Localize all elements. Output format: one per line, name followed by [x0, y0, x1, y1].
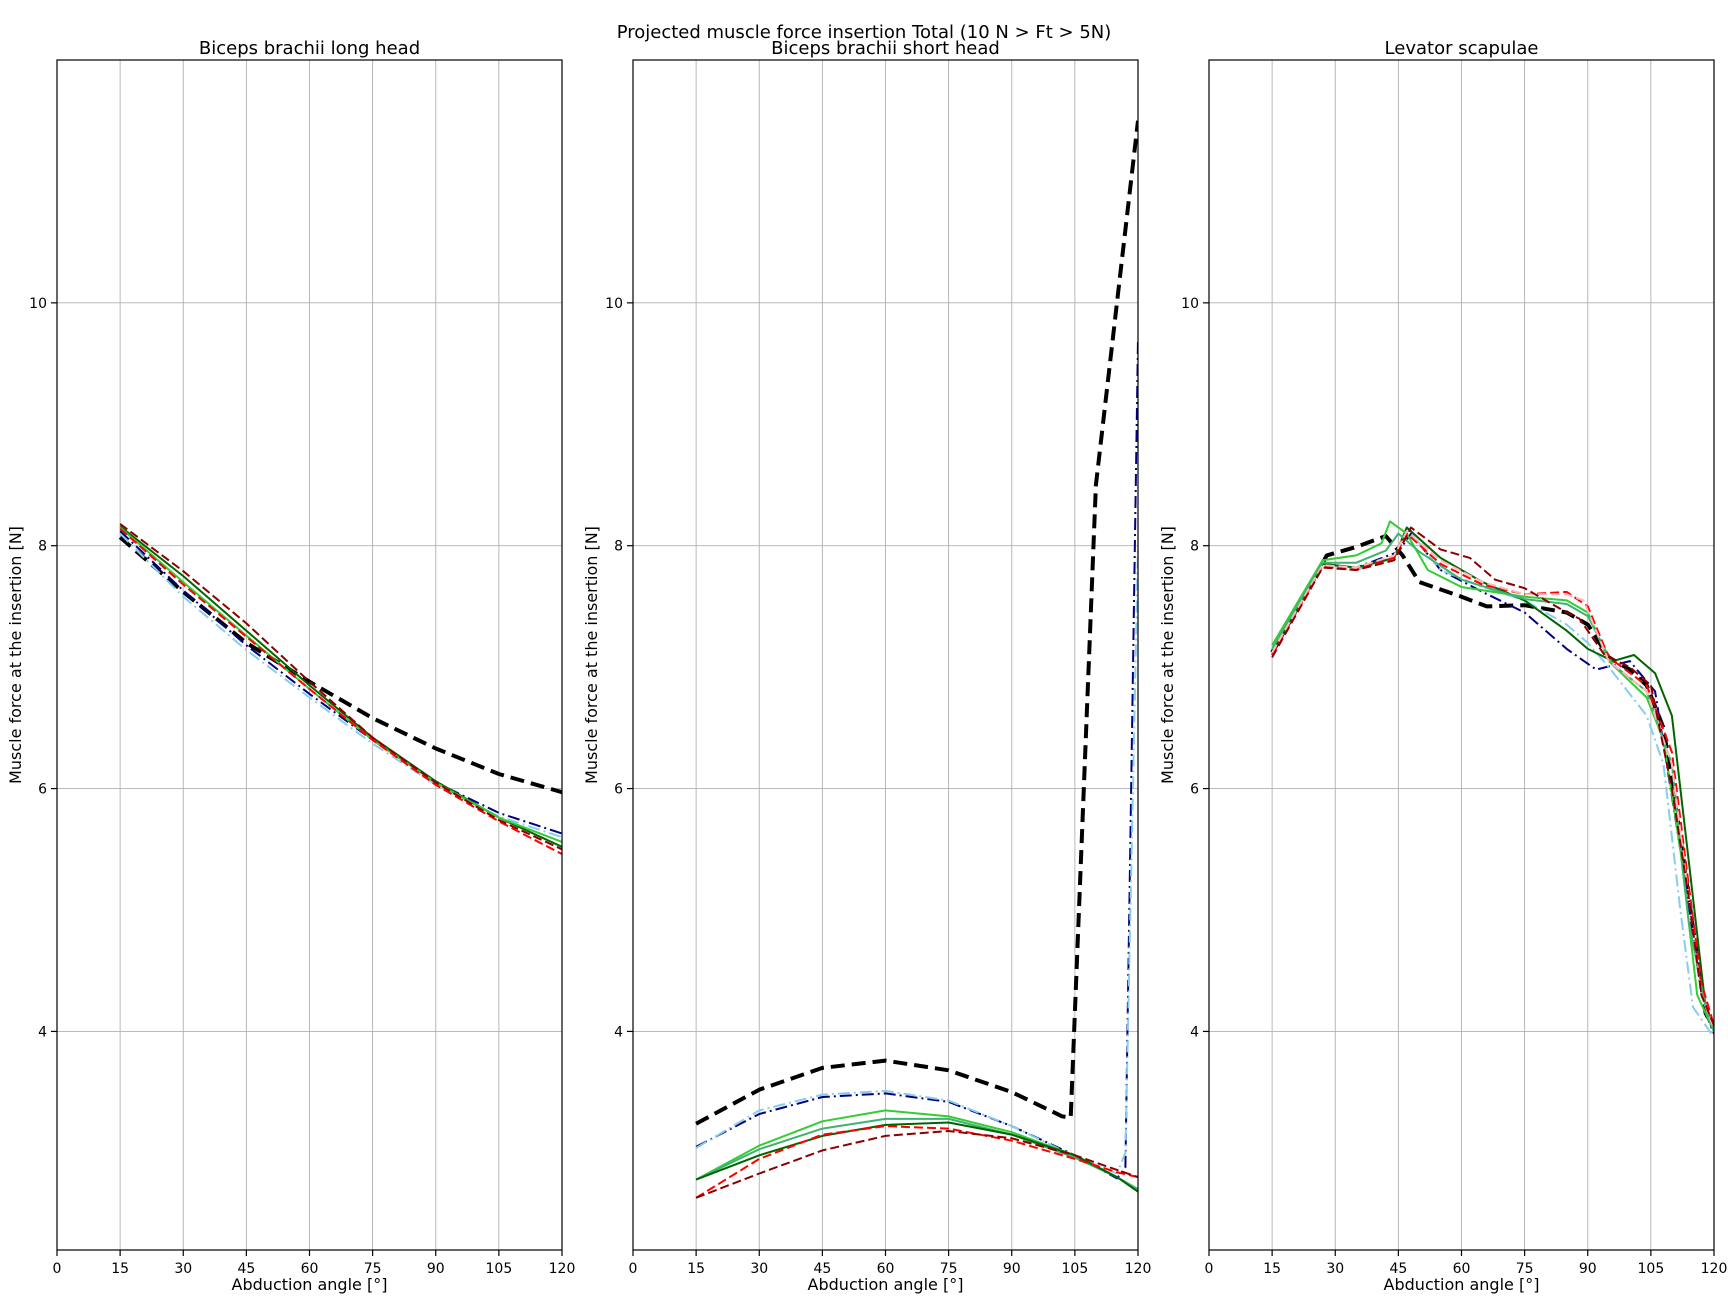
figure-suptitle: Projected muscle force insertion Total (… — [616, 22, 1112, 43]
x-tick-label: 105 — [486, 1261, 513, 1277]
x-tick-label: 120 — [1701, 1261, 1728, 1277]
y-tick-label: 10 — [605, 296, 623, 312]
series-line-1 — [1270, 534, 1714, 1030]
y-tick-label: 6 — [38, 782, 47, 798]
x-tick-label: 30 — [174, 1261, 192, 1277]
series-group — [118, 523, 562, 855]
y-axis-label: Muscle force at the insertion [N] — [1158, 526, 1177, 784]
series-line-6 — [1271, 532, 1714, 1032]
series-line-2 — [1271, 532, 1714, 1035]
x-tick-label: 120 — [1125, 1261, 1152, 1277]
series-line-3 — [695, 545, 1138, 1175]
x-tick-label: 30 — [750, 1261, 768, 1277]
x-tick-label: 90 — [1003, 1261, 1021, 1277]
y-tick-label: 8 — [1190, 539, 1199, 555]
series-line-1 — [118, 535, 562, 795]
series-line-6 — [695, 1121, 1138, 1193]
series-line-4 — [695, 1109, 1138, 1191]
chart-panel-2: 0 15 30 45 60 75 90 105 120 4 6 8 10 Biceps brachii s… — [582, 38, 1151, 1294]
x-tick-label: 90 — [427, 1261, 445, 1277]
x-axis-label: Abduction angle [°] — [1384, 1275, 1540, 1294]
x-tick-label: 0 — [53, 1261, 62, 1277]
x-tick-label: 30 — [1326, 1261, 1344, 1277]
series-line-8 — [695, 1130, 1138, 1199]
x-tick-label: 90 — [1579, 1261, 1597, 1277]
y-tick-label: 4 — [1190, 1024, 1199, 1040]
chart-title: Levator scapulae — [1385, 38, 1539, 59]
x-tick-label: 15 — [1263, 1261, 1281, 1277]
series-line-2 — [119, 530, 562, 835]
series-line-7 — [119, 523, 562, 851]
x-tick-label: 60 — [301, 1261, 319, 1277]
series-line-7 — [1271, 532, 1714, 1026]
y-tick-label: 8 — [614, 539, 623, 555]
x-tick-label: 45 — [1389, 1261, 1407, 1277]
x-tick-label: 0 — [1205, 1261, 1214, 1277]
x-tick-label: 105 — [1062, 1261, 1089, 1277]
series-line-8 — [1271, 530, 1714, 1030]
y-tick-label: 10 — [29, 296, 47, 312]
y-tick-label: 6 — [614, 782, 623, 798]
y-axis-label: Muscle force at the insertion [N] — [6, 526, 25, 784]
y-axis-label: Muscle force at the insertion [N] — [582, 526, 601, 784]
series-group — [695, 120, 1138, 1199]
x-tick-label: 75 — [1516, 1261, 1534, 1277]
series-line-4 — [1271, 526, 1714, 1026]
x-tick-label: 45 — [813, 1261, 831, 1277]
x-tick-label: 0 — [629, 1261, 638, 1277]
x-tick-label: 60 — [1453, 1261, 1471, 1277]
x-tick-label: 15 — [687, 1261, 705, 1277]
series-line-7 — [695, 1125, 1138, 1199]
x-tick-label: 75 — [364, 1261, 382, 1277]
series-line-3 — [1271, 526, 1714, 1039]
chart-panel-1: 0 15 30 45 60 75 90 105 120 4 6 8 10 Biceps brachii l… — [6, 38, 575, 1294]
x-tick-label: 60 — [877, 1261, 895, 1277]
y-tick-label: 4 — [614, 1024, 623, 1040]
chart-panel-3: 0 15 30 45 60 75 90 105 120 4 6 8 10 Levator scapulae… — [1158, 38, 1727, 1294]
y-tick-label: 10 — [1181, 296, 1199, 312]
series-line-2 — [695, 339, 1138, 1180]
series-line-6 — [119, 527, 562, 855]
x-tick-label: 120 — [549, 1261, 576, 1277]
x-axis-label: Abduction angle [°] — [232, 1275, 388, 1294]
x-axis-label: Abduction angle [°] — [808, 1275, 964, 1294]
y-tick-label: 6 — [1190, 782, 1199, 798]
x-tick-label: 15 — [111, 1261, 129, 1277]
y-tick-label: 8 — [38, 539, 47, 555]
x-tick-label: 45 — [237, 1261, 255, 1277]
chart-title: Biceps brachii long head — [199, 38, 420, 59]
x-tick-label: 105 — [1638, 1261, 1665, 1277]
chart-title: Biceps brachii short head — [771, 38, 1000, 59]
x-tick-label: 75 — [940, 1261, 958, 1277]
y-tick-label: 4 — [38, 1024, 47, 1040]
series-group — [1270, 520, 1714, 1039]
series-line-9 — [1271, 526, 1714, 1026]
series-line-1 — [695, 120, 1138, 1126]
